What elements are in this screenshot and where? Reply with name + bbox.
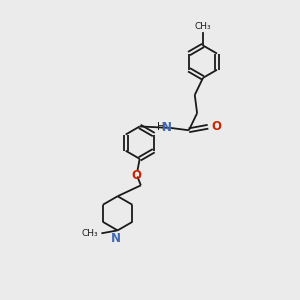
Text: H: H (157, 122, 165, 132)
Text: CH₃: CH₃ (82, 229, 98, 238)
Text: O: O (132, 169, 142, 182)
Text: N: N (111, 232, 121, 245)
Text: O: O (212, 120, 221, 133)
Text: N: N (162, 121, 172, 134)
Text: CH₃: CH₃ (195, 22, 211, 31)
